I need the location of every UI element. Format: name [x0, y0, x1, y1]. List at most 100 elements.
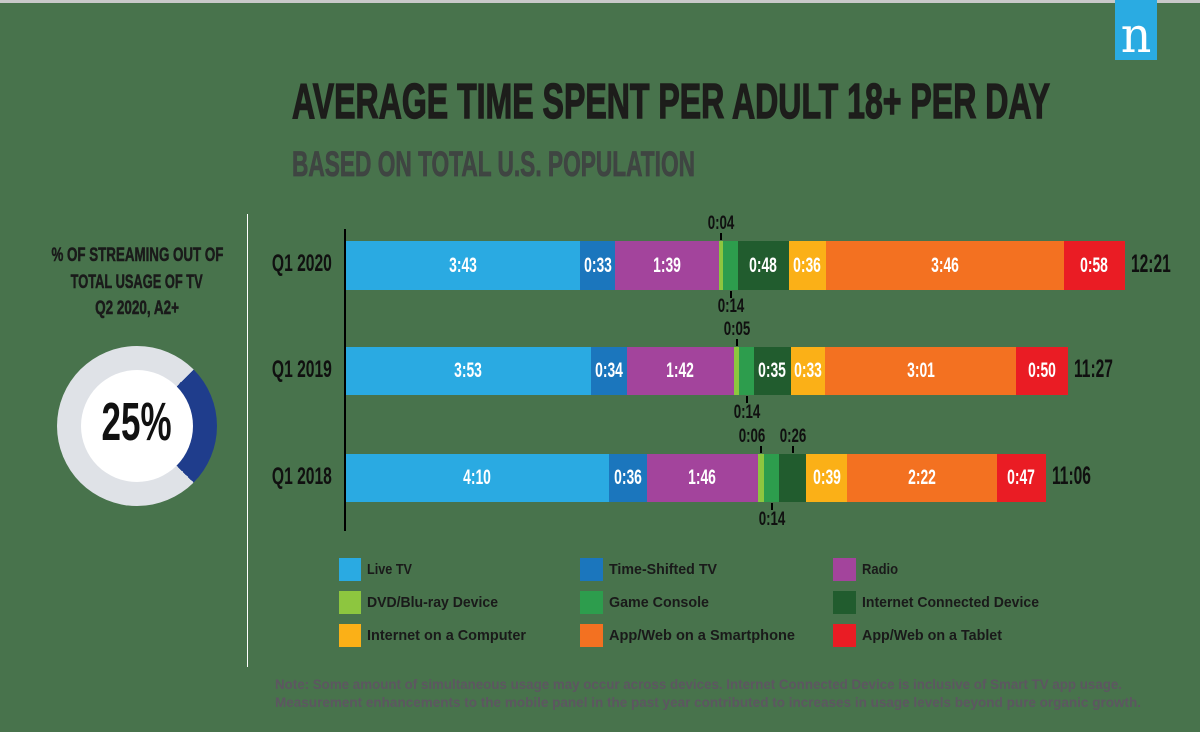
bar-segment: 0:36 — [788, 241, 827, 290]
bar-segment-value: 4:10 — [463, 466, 492, 490]
footnote-text: Measurement enhancements to the mobile p… — [275, 694, 1141, 710]
legend-label-text: Live TV — [367, 560, 412, 578]
bar-segment-value: 3:53 — [454, 359, 483, 383]
legend-label-text: Radio — [861, 560, 898, 578]
legend-label: Internet Connected Device — [862, 591, 1051, 614]
callout-value-text: 0:04 — [707, 213, 735, 234]
donut-percent-value: 25% — [102, 393, 172, 453]
bar-segment: 0:34 — [590, 346, 627, 395]
bar-segment: 0:33 — [790, 346, 826, 395]
callout-tick — [729, 290, 732, 298]
page-title-text: AVERAGE TIME SPENT PER ADULT 18+ PER DAY — [292, 74, 1051, 129]
bar-segment — [723, 241, 739, 290]
bar-segment — [764, 453, 780, 502]
footnote-line: Measurement enhancements to the mobile p… — [275, 694, 1195, 712]
bar-segment: 0:48 — [738, 241, 789, 290]
legend-label: DVD/Blu-ray Device — [367, 591, 507, 614]
bar-segment-value: 0:50 — [1028, 359, 1056, 383]
bar-segment: 3:53 — [346, 346, 591, 395]
callout-value: 0:05 — [692, 320, 782, 339]
callout-value: 0:14 — [686, 297, 776, 316]
top-border-bar — [0, 0, 1200, 3]
bar-segment-value: 1:39 — [653, 253, 682, 277]
bar-segment-value: 1:46 — [688, 466, 717, 490]
donut-hole: 25% — [81, 370, 193, 482]
legend-label-text: Time-Shifted TV — [608, 560, 717, 578]
bar-segment-value: 0:33 — [794, 359, 822, 383]
legend-label-text: App/Web on a Smartphone — [608, 626, 795, 644]
callout-value-text: 0:06 — [738, 425, 766, 447]
callout-value-text: 0:14 — [717, 296, 745, 317]
page-title: AVERAGE TIME SPENT PER ADULT 18+ PER DAY — [292, 74, 1200, 129]
legend-label: App/Web on a Smartphone — [609, 624, 800, 647]
callout-value: 0:14 — [727, 510, 817, 529]
bar-segment-value: 0:47 — [1007, 466, 1036, 490]
bar-segment-value: 0:34 — [594, 359, 623, 383]
legend-label: Live TV — [367, 558, 420, 581]
callout-value-text: 0:26 — [779, 425, 807, 447]
legend-label: App/Web on a Tablet — [862, 624, 1009, 647]
bar-segment: 1:46 — [646, 453, 759, 502]
bar-segment: 0:36 — [608, 453, 647, 502]
bar-row-label-text: Q1 2020 — [271, 251, 332, 278]
bar-row-label-text: Q1 2018 — [271, 463, 332, 490]
bar-segment — [739, 346, 754, 395]
bar-segment: 3:46 — [826, 241, 1064, 290]
bar-segment — [758, 453, 765, 502]
donut-caption-text: % OF STREAMING OUT OF — [50, 245, 223, 266]
legend-label-text: App/Web on a Tablet — [861, 626, 1002, 644]
bar-segment: 0:47 — [996, 453, 1047, 502]
bar-segment: 1:42 — [626, 346, 734, 395]
bar-segment-value: 1:42 — [666, 359, 695, 383]
bar-segment-value: 3:01 — [906, 359, 935, 383]
donut-caption-text: TOTAL USAGE OF TV — [70, 271, 203, 293]
page-subtitle-text: BASED ON TOTAL U.S. POPULATION — [292, 144, 696, 184]
callout-value: 0:26 — [748, 427, 838, 446]
callout-value: 0:14 — [702, 403, 792, 422]
legend-swatch — [580, 624, 603, 647]
bar-segment-value: 0:48 — [749, 253, 778, 277]
bar-segment — [733, 346, 740, 395]
donut-caption-line: TOTAL USAGE OF TV — [7, 270, 267, 297]
legend-label: Time-Shifted TV — [609, 558, 723, 581]
bar-segment-value: 0:35 — [758, 359, 787, 383]
footnote-line: Note: Some amount of simultaneous usage … — [275, 676, 1195, 694]
bar-segment-value: 2:22 — [908, 466, 936, 490]
bar-segment-value: 3:46 — [931, 253, 960, 277]
callout-value-text: 0:14 — [733, 401, 760, 423]
bar-segment-value: 0:36 — [613, 466, 642, 490]
chart-axis-line — [343, 229, 346, 531]
callout-value-text: 0:14 — [758, 508, 786, 530]
donut-caption-line: % OF STREAMING OUT OF — [7, 243, 267, 270]
bar-segment: 4:10 — [346, 453, 609, 502]
legend-swatch — [833, 624, 856, 647]
legend-swatch — [338, 558, 361, 581]
bar-row-total: 11:27 — [1074, 347, 1136, 396]
bar-row-total-text: 12:21 — [1131, 250, 1171, 278]
bar-segment: 0:33 — [580, 241, 616, 290]
bar-segment — [779, 453, 807, 502]
legend-label-text: Game Console — [608, 593, 709, 611]
callout-tick — [791, 445, 794, 453]
bar-segment: 3:43 — [346, 241, 581, 290]
footnote: Note: Some amount of simultaneous usage … — [275, 676, 1195, 711]
legend-swatch — [833, 558, 856, 581]
bar-segment-value: 3:43 — [449, 253, 478, 277]
callout-tick — [745, 396, 748, 403]
bar-row-label-text: Q1 2019 — [271, 356, 332, 383]
bar-segment — [719, 241, 724, 290]
legend-label-text: Internet Connected Device — [861, 593, 1039, 611]
bar-row-label: Q1 2020 — [241, 253, 332, 277]
bar-segment: 1:39 — [615, 241, 720, 290]
bar-segment: 0:50 — [1015, 346, 1069, 395]
legend-swatch — [338, 624, 361, 647]
donut-caption-line: Q2 2020, A2+ — [7, 296, 267, 323]
bar-segment: 3:01 — [825, 346, 1016, 395]
callout-tick — [720, 233, 723, 240]
bar-segment: 0:35 — [753, 346, 791, 395]
callout-tick — [770, 503, 773, 510]
donut-caption: % OF STREAMING OUT OF TOTAL USAGE OF TV … — [7, 243, 267, 323]
legend-swatch — [580, 558, 603, 581]
legend-swatch — [833, 591, 856, 614]
